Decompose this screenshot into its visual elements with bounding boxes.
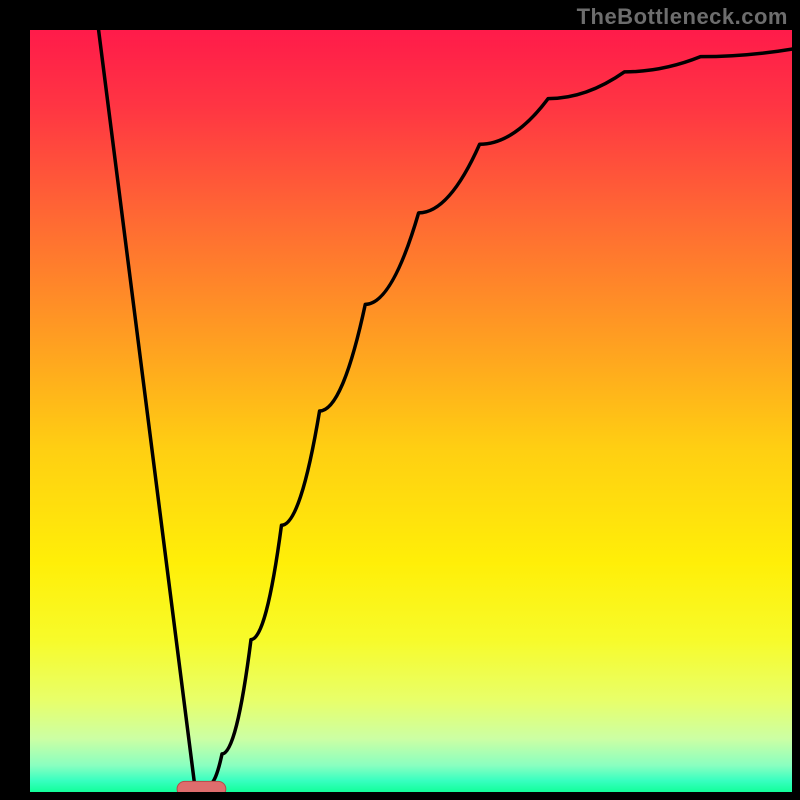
bottleneck-chart: [30, 30, 792, 792]
optimal-marker: [177, 781, 226, 792]
gradient-background: [30, 30, 792, 792]
chart-container: TheBottleneck.com: [0, 0, 800, 800]
watermark-text: TheBottleneck.com: [577, 4, 788, 30]
plot-area: [30, 30, 792, 792]
